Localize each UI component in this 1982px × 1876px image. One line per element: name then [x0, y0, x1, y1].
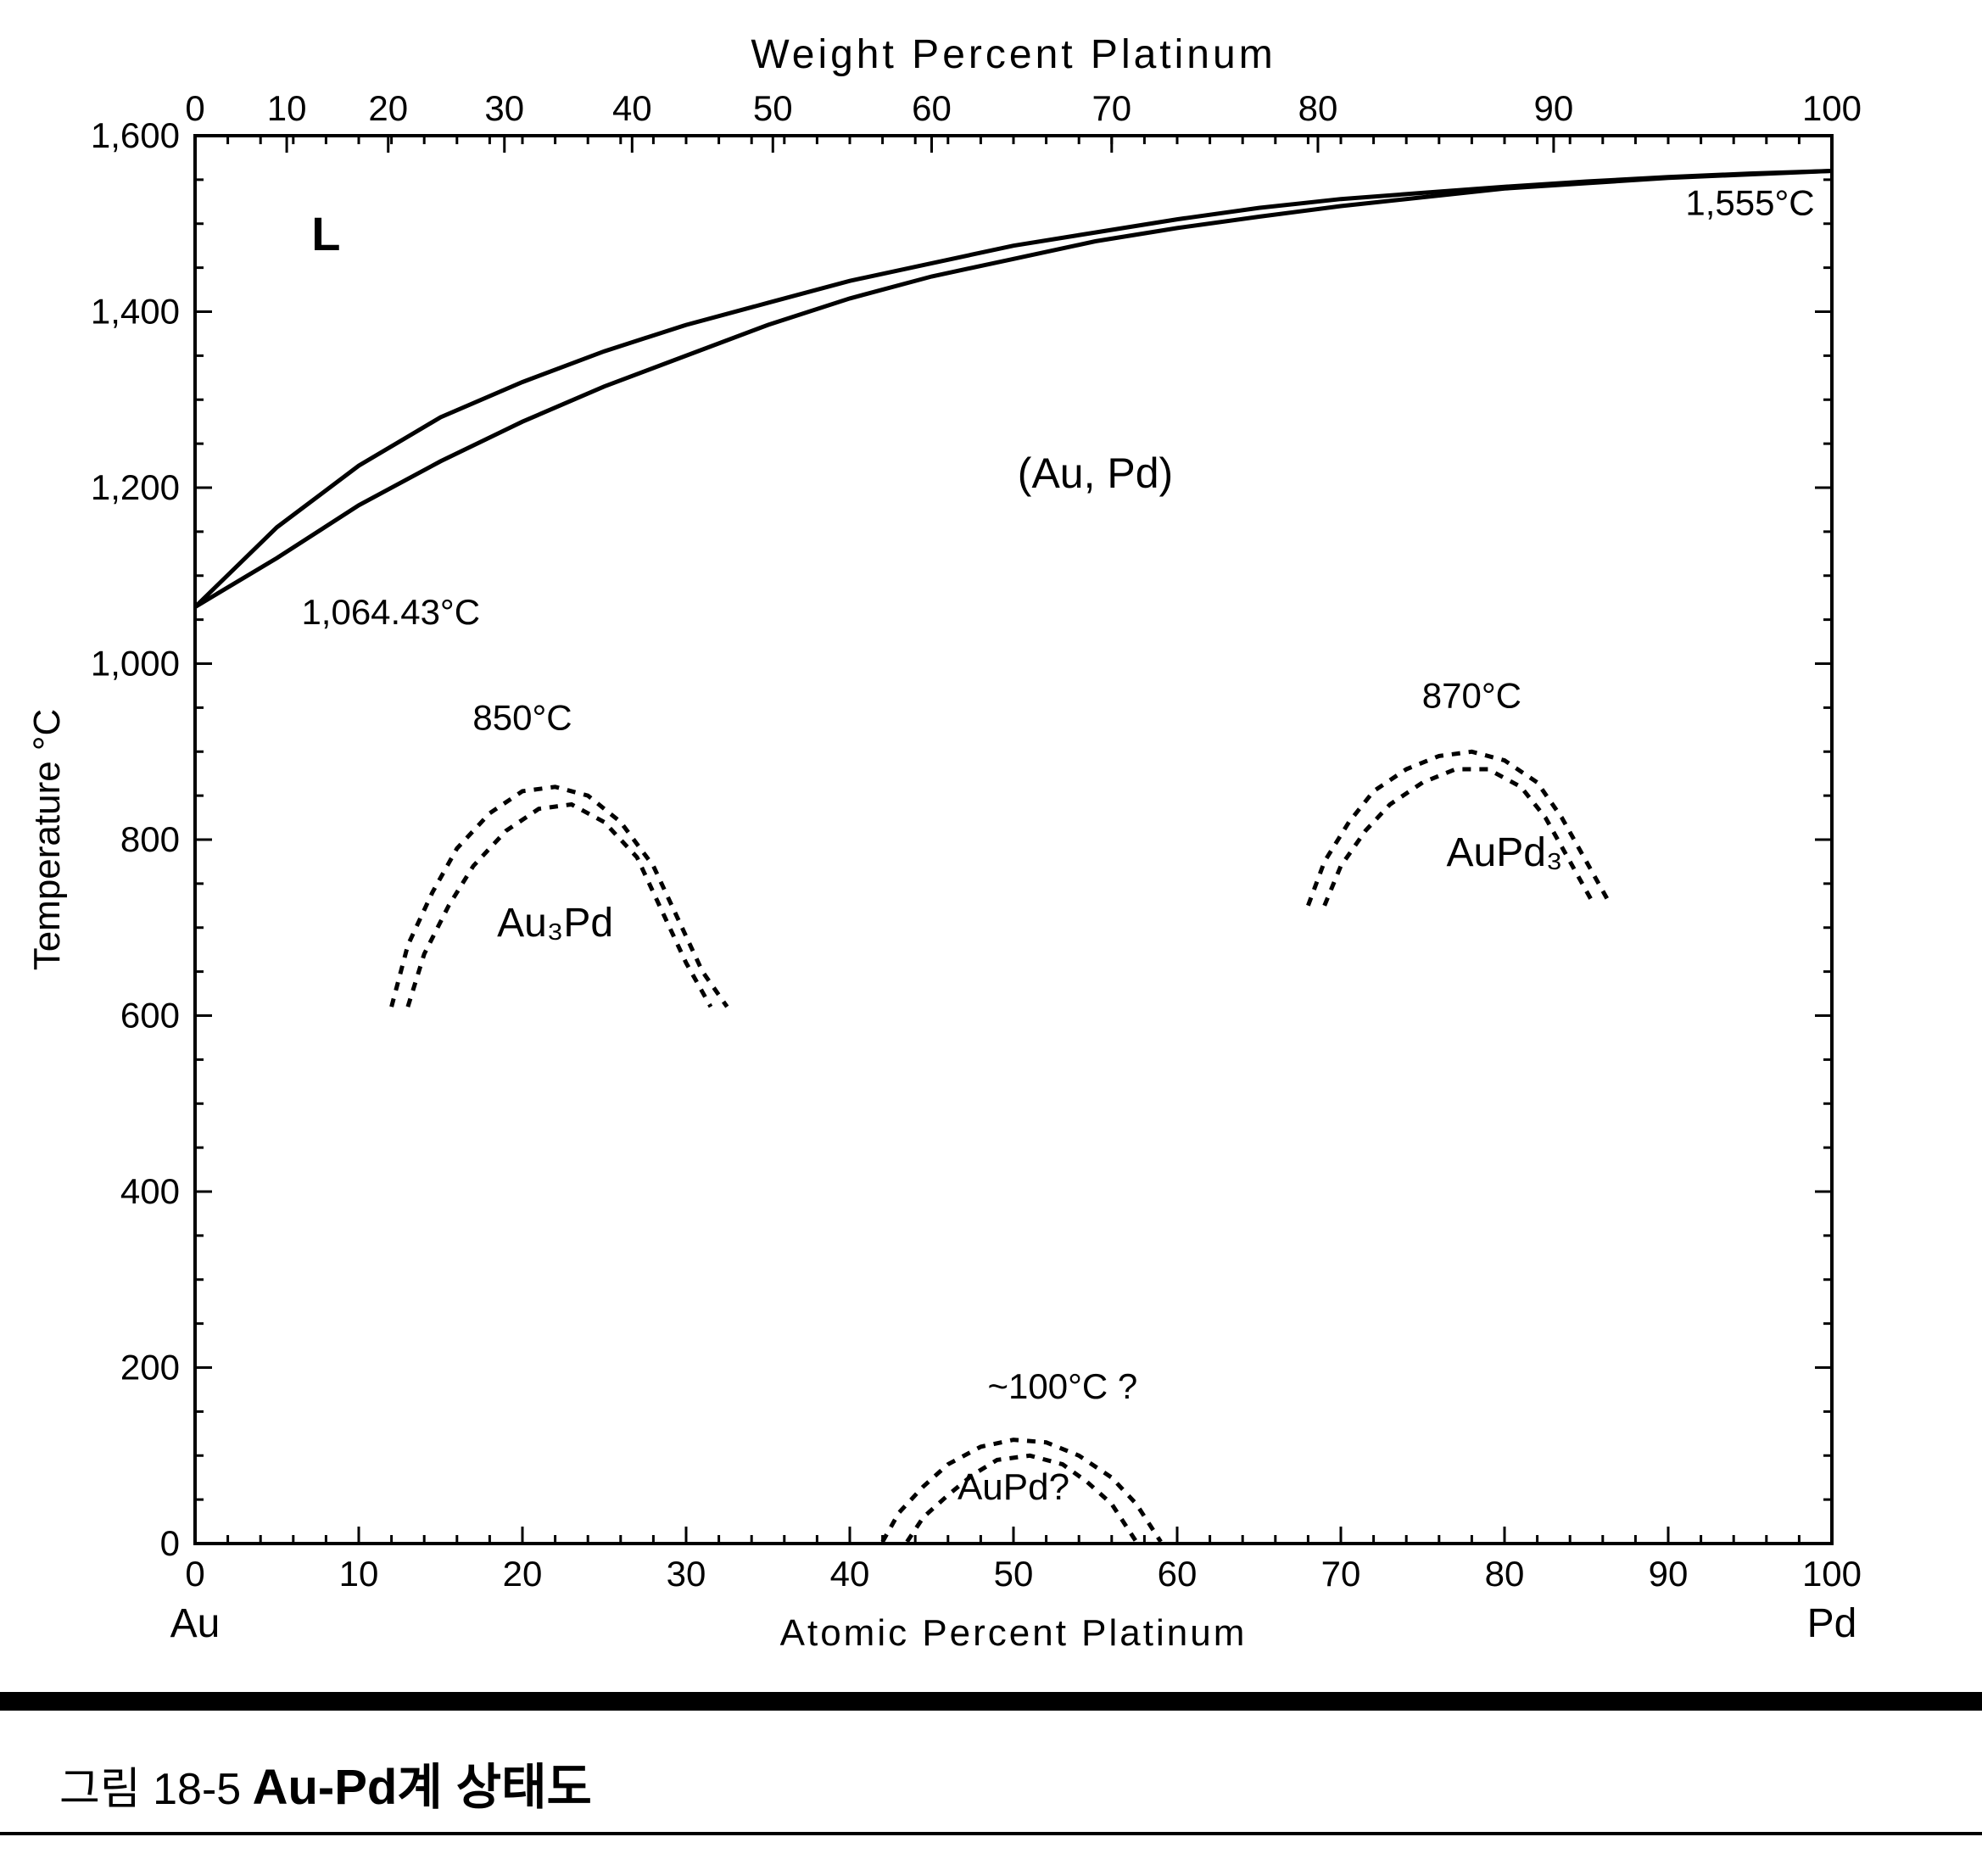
svg-text:10: 10 [339, 1554, 379, 1594]
svg-text:50: 50 [994, 1554, 1034, 1594]
series-liquidus [195, 171, 1832, 607]
svg-text:1,600: 1,600 [91, 115, 180, 155]
svg-text:40: 40 [612, 88, 652, 128]
annotation-L: L [311, 207, 340, 260]
svg-text:80: 80 [1298, 88, 1338, 128]
series-au3pd_outer [392, 787, 728, 1007]
svg-text:0: 0 [185, 88, 204, 128]
figure-caption: 그림 18-5 Au-Pd계 상태도 [59, 1747, 592, 1818]
svg-text:Au: Au [170, 1601, 221, 1646]
svg-text:0: 0 [185, 1554, 204, 1594]
svg-text:100: 100 [1802, 1554, 1862, 1594]
svg-text:70: 70 [1091, 88, 1131, 128]
svg-text:Temperature °C: Temperature °C [26, 709, 68, 971]
svg-text:1,200: 1,200 [91, 467, 180, 507]
annotation-t_850: 850°C [472, 697, 572, 737]
svg-text:60: 60 [912, 88, 952, 128]
svg-text:0: 0 [160, 1523, 180, 1563]
svg-text:50: 50 [753, 88, 793, 128]
svg-text:20: 20 [368, 88, 408, 128]
figure-title: Au-Pd계 상태도 [253, 1760, 592, 1815]
svg-text:1,400: 1,400 [91, 292, 180, 332]
svg-text:90: 90 [1649, 1554, 1689, 1594]
svg-text:70: 70 [1321, 1554, 1361, 1594]
annotation-t_100: ~100°C ? [988, 1366, 1138, 1406]
annotation-AuPd_solid: (Au, Pd) [1018, 449, 1173, 497]
svg-text:400: 400 [120, 1171, 180, 1211]
svg-text:80: 80 [1485, 1554, 1525, 1594]
svg-text:200: 200 [120, 1348, 180, 1387]
svg-text:60: 60 [1158, 1554, 1198, 1594]
svg-text:20: 20 [503, 1554, 543, 1594]
svg-text:Weight Percent Platinum: Weight Percent Platinum [751, 32, 1276, 77]
svg-text:1,000: 1,000 [91, 644, 180, 684]
annotation-au3pd: Au₃Pd [497, 901, 613, 946]
annotation-t_870: 870°C [1422, 675, 1521, 715]
page-root: { "meta": { "width_px": 2337, "height_px… [0, 0, 1982, 1876]
svg-text:40: 40 [830, 1554, 870, 1594]
series-aupd3_outer [1308, 751, 1611, 906]
svg-text:90: 90 [1534, 88, 1574, 128]
svg-text:100: 100 [1802, 88, 1862, 128]
svg-text:800: 800 [120, 819, 180, 859]
phase-diagram-chart: 02004006008001,0001,2001,4001,600Tempera… [0, 0, 1982, 1679]
figure-number: 그림 18-5 [59, 1765, 241, 1814]
caption-underline [0, 1832, 1982, 1835]
caption-top-bar [0, 1692, 1982, 1711]
annotation-aupd3: AuPd₃ [1447, 830, 1563, 875]
svg-text:600: 600 [120, 996, 180, 1036]
annotation-t_left: 1,064.43°C [301, 592, 480, 632]
svg-text:Atomic Percent Platinum: Atomic Percent Platinum [780, 1612, 1248, 1654]
svg-text:Pd: Pd [1807, 1601, 1857, 1646]
svg-text:30: 30 [667, 1554, 706, 1594]
svg-text:10: 10 [267, 88, 307, 128]
svg-text:30: 30 [484, 88, 524, 128]
annotation-aupd: AuPd? [958, 1466, 1069, 1508]
series-solidus [195, 171, 1832, 607]
annotation-t_right: 1,555°C [1685, 182, 1814, 222]
